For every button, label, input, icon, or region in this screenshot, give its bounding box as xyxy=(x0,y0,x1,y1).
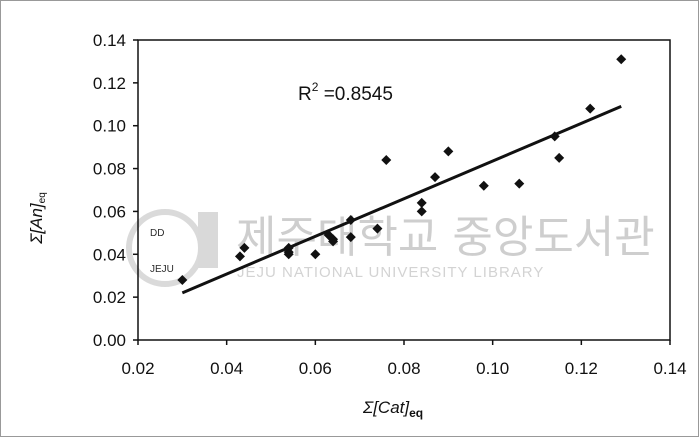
x-tick-label: 0.06 xyxy=(299,359,332,378)
watermark-logo-text-top: DD xyxy=(150,228,164,239)
y-tick-label: 0.02 xyxy=(93,288,126,307)
watermark-logo-text-bottom: JEJU xyxy=(150,264,174,275)
x-axis-label-main: Σ[Cat] xyxy=(362,398,410,417)
axis-ticks: 0.00 0.02 0.04 0.06 0.08 0.10 0.12 0.14 0.02 0.04… xyxy=(93,31,687,378)
data-point xyxy=(585,103,596,114)
data-point xyxy=(328,236,339,247)
y-tick-label: 0.04 xyxy=(93,245,126,264)
x-axis-label: Σ[Cat]eq xyxy=(362,398,423,420)
data-point xyxy=(443,146,454,157)
data-point xyxy=(239,242,250,253)
y-axis-label-sub: eq xyxy=(37,192,48,203)
r-squared-sup: 2 xyxy=(312,80,319,94)
data-point xyxy=(345,232,356,243)
trendline-group xyxy=(181,105,622,295)
watermark-korean-text: 제주대학교 중앙도서관 xyxy=(236,212,655,263)
r-squared-value: =0.8545 xyxy=(318,84,393,105)
data-point xyxy=(514,178,525,189)
r-squared-annotation: R2 =0.8545 xyxy=(298,80,393,105)
watermark-logo-bar xyxy=(198,212,218,268)
y-tick-label: 0.14 xyxy=(93,31,126,50)
data-point xyxy=(416,197,427,208)
library-watermark: DD JEJU 제주대학교 중앙도서관 JEJU NATIONAL UNIVER… xyxy=(126,209,655,287)
y-tick-label: 0.12 xyxy=(93,74,126,93)
data-point xyxy=(381,155,392,165)
y-tick-label: 0.10 xyxy=(93,117,126,136)
data-point xyxy=(478,180,489,191)
trendline xyxy=(181,105,622,295)
data-point xyxy=(616,54,627,65)
data-point xyxy=(549,131,560,142)
data-point xyxy=(234,251,245,262)
y-tick-label: 0.06 xyxy=(93,202,126,221)
x-tick-label: 0.12 xyxy=(565,359,598,378)
y-tick-label: 0.00 xyxy=(93,331,126,350)
x-tick-label: 0.04 xyxy=(210,359,243,378)
x-axis-label-sub: eq xyxy=(409,406,423,420)
data-point xyxy=(310,249,321,260)
y-axis-label: Σ[An]eq xyxy=(27,192,48,245)
data-point xyxy=(430,172,441,183)
data-point xyxy=(372,223,383,234)
x-tick-label: 0.10 xyxy=(476,359,509,378)
watermark-english-text: JEJU NATIONAL UNIVERSITY LIBRARY xyxy=(237,264,544,281)
data-point xyxy=(554,152,565,163)
r-squared-base: R xyxy=(298,84,312,105)
y-axis-label-main: Σ[An] xyxy=(27,202,46,245)
x-tick-label: 0.08 xyxy=(387,359,420,378)
x-tick-label: 0.02 xyxy=(121,359,154,378)
data-point xyxy=(416,206,427,217)
y-tick-label: 0.08 xyxy=(93,160,126,179)
data-point xyxy=(345,215,356,225)
data-point xyxy=(283,249,294,260)
x-tick-label: 0.14 xyxy=(653,359,686,378)
data-points xyxy=(177,54,627,285)
data-point xyxy=(177,275,188,285)
data-point xyxy=(283,242,294,253)
